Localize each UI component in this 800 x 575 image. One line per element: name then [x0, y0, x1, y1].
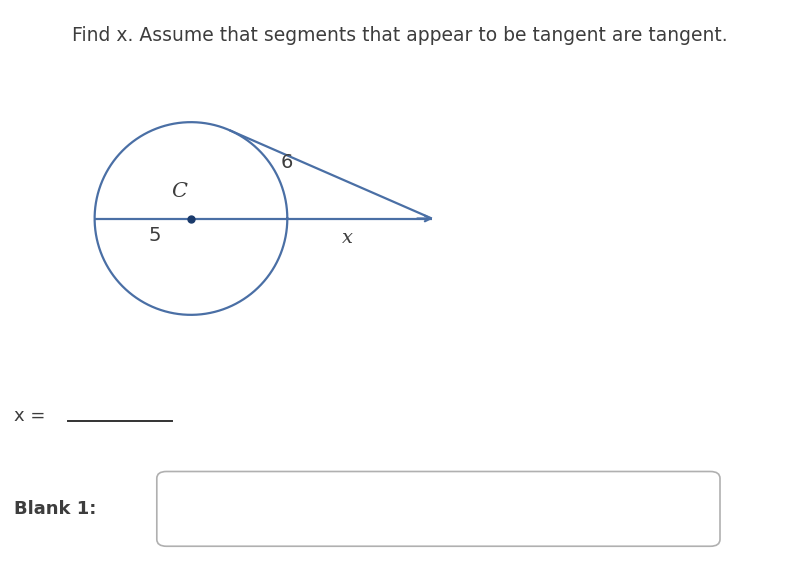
Text: x =: x = — [14, 407, 46, 425]
Text: Find x. Assume that segments that appear to be tangent are tangent.: Find x. Assume that segments that appear… — [72, 26, 728, 45]
Text: x: x — [342, 229, 353, 247]
Text: 6: 6 — [281, 153, 294, 172]
Text: C: C — [171, 182, 187, 201]
Text: Blank 1:: Blank 1: — [14, 500, 97, 518]
Text: 5: 5 — [148, 227, 161, 246]
